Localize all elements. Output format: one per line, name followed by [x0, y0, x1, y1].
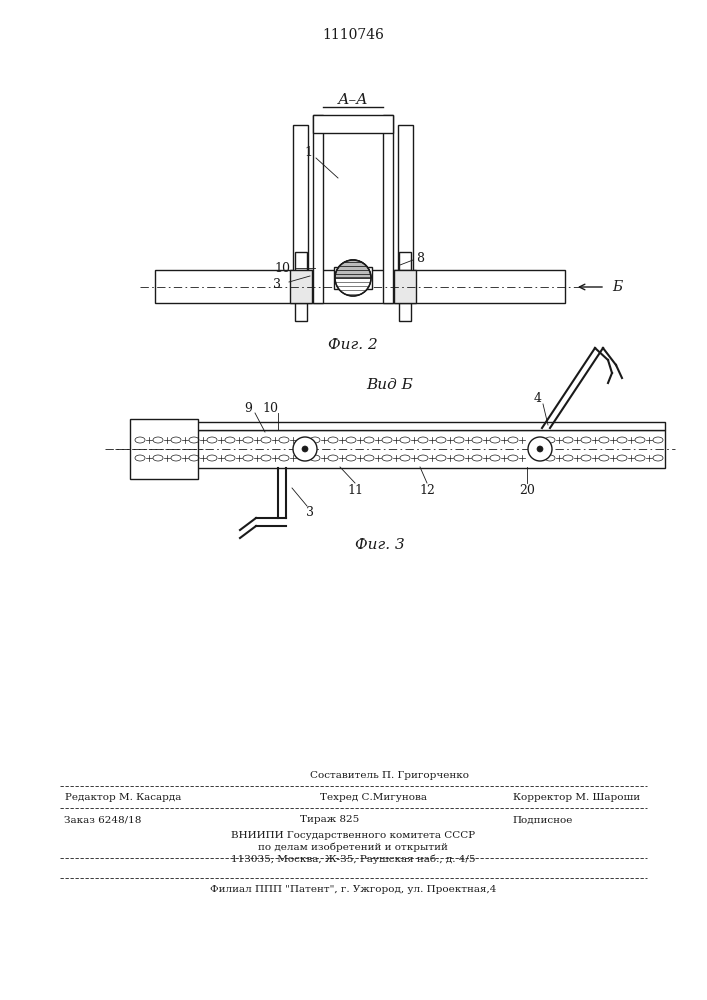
- Text: А–А: А–А: [338, 93, 368, 107]
- Circle shape: [335, 260, 371, 296]
- Text: 20: 20: [519, 484, 535, 496]
- Text: Филиал ППП "Патент", г. Ужгород, ул. Проектная,4: Филиал ППП "Патент", г. Ужгород, ул. Про…: [210, 886, 496, 894]
- Bar: [398, 125, 413, 286]
- Text: Корректор М. Шароши: Корректор М. Шароши: [513, 792, 641, 802]
- Text: 3: 3: [306, 506, 314, 520]
- Bar: [399, 303, 411, 321]
- Text: Б: Б: [612, 280, 622, 294]
- Bar: [135, 430, 665, 468]
- Text: 10: 10: [262, 401, 278, 414]
- Text: 1110746: 1110746: [322, 28, 384, 42]
- Text: Вид Б: Вид Б: [366, 378, 414, 392]
- Text: Подписное: Подписное: [513, 816, 573, 824]
- Bar: [394, 270, 416, 303]
- Bar: [130, 419, 198, 479]
- Text: Редактор М. Касарда: Редактор М. Касарда: [65, 792, 181, 802]
- Text: 3: 3: [273, 278, 281, 292]
- Text: 12: 12: [419, 484, 435, 496]
- Bar: [334, 267, 372, 289]
- Text: 1: 1: [304, 145, 312, 158]
- Text: 9: 9: [244, 401, 252, 414]
- Text: Фиг. 2: Фиг. 2: [328, 338, 378, 352]
- Bar: [313, 115, 323, 303]
- Bar: [399, 252, 411, 270]
- Circle shape: [293, 437, 317, 461]
- Text: 4: 4: [534, 391, 542, 404]
- Text: Тираж 825: Тираж 825: [300, 816, 360, 824]
- Text: 11: 11: [347, 484, 363, 496]
- Bar: [383, 115, 393, 303]
- Bar: [295, 252, 307, 270]
- Bar: [295, 303, 307, 321]
- Bar: [135, 422, 665, 430]
- Circle shape: [537, 446, 543, 452]
- Bar: [290, 270, 312, 303]
- Text: 10: 10: [274, 261, 290, 274]
- Circle shape: [528, 437, 552, 461]
- Bar: [155, 270, 565, 303]
- Text: ВНИИПИ Государственного комитета СССР: ВНИИПИ Государственного комитета СССР: [231, 830, 475, 840]
- Text: по делам изобретений и открытий: по делам изобретений и открытий: [258, 842, 448, 852]
- Text: Техред С.Мигунова: Техред С.Мигунова: [320, 792, 426, 802]
- Text: 8: 8: [416, 251, 424, 264]
- Bar: [293, 125, 308, 286]
- Text: Заказ 6248/18: Заказ 6248/18: [64, 816, 141, 824]
- Wedge shape: [335, 260, 371, 278]
- Circle shape: [302, 446, 308, 452]
- Bar: [313, 115, 393, 133]
- Text: Фиг. 3: Фиг. 3: [355, 538, 405, 552]
- Text: 113035, Москва, Ж-35, Раушская наб., д. 4/5: 113035, Москва, Ж-35, Раушская наб., д. …: [230, 854, 475, 864]
- Text: Составитель П. Григорченко: Составитель П. Григорченко: [310, 770, 469, 780]
